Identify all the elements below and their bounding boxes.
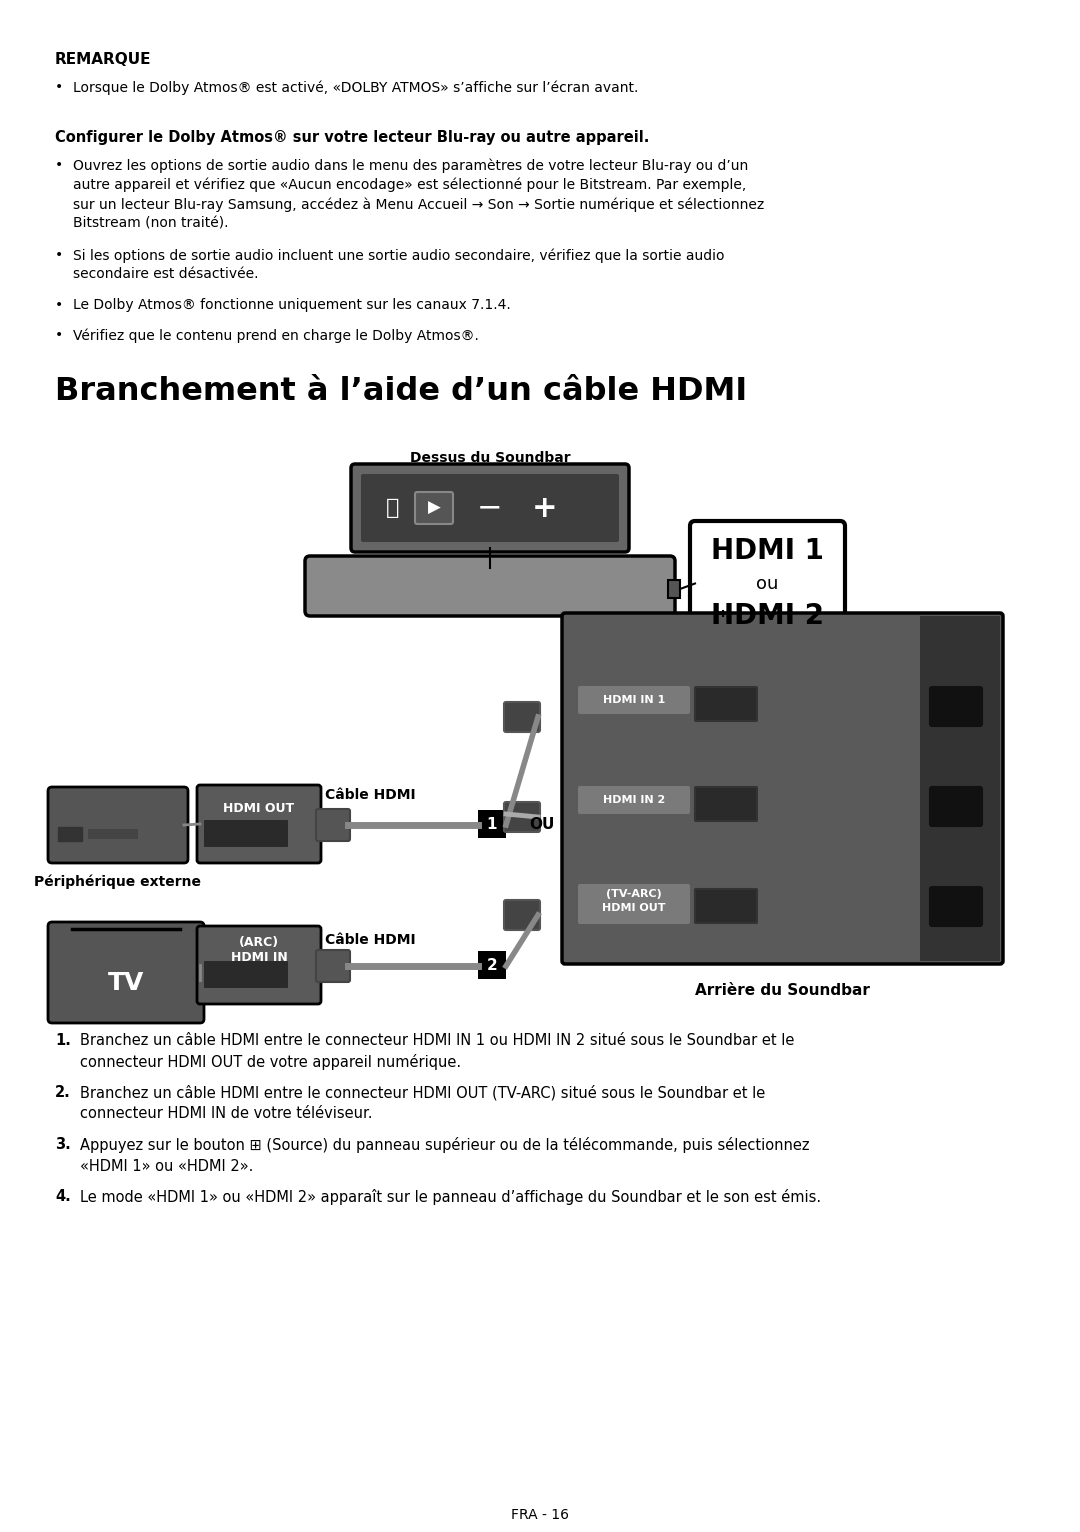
Text: +: + [532, 493, 557, 522]
Text: ▶: ▶ [428, 499, 441, 516]
FancyBboxPatch shape [930, 887, 982, 925]
FancyBboxPatch shape [478, 810, 507, 838]
Text: HDMI 1: HDMI 1 [711, 538, 824, 565]
FancyBboxPatch shape [48, 922, 204, 1023]
FancyBboxPatch shape [316, 950, 350, 982]
FancyBboxPatch shape [504, 702, 540, 732]
Text: Branchement à l’aide d’un câble HDMI: Branchement à l’aide d’un câble HDMI [55, 375, 747, 408]
Text: 3.: 3. [55, 1137, 71, 1152]
Text: Lorsque le Dolby Atmos® est activé, «DOLBY ATMOS» s’affiche sur l’écran avant.: Lorsque le Dolby Atmos® est activé, «DOL… [73, 80, 638, 95]
FancyBboxPatch shape [562, 613, 1003, 964]
Text: 4.: 4. [55, 1189, 71, 1204]
Text: •: • [55, 299, 64, 313]
Text: (ARC): (ARC) [239, 936, 279, 948]
FancyBboxPatch shape [204, 961, 288, 988]
Text: •: • [55, 328, 64, 342]
Text: 1: 1 [487, 817, 497, 832]
Text: −: − [477, 493, 503, 522]
Text: ou: ou [756, 574, 779, 593]
Bar [920, 616, 1000, 961]
Text: Le Dolby Atmos® fonctionne uniquement sur les canaux 7.1.4.: Le Dolby Atmos® fonctionne uniquement su… [73, 299, 511, 313]
Text: Câble HDMI: Câble HDMI [325, 787, 416, 801]
Text: Appuyez sur le bouton ⊞ (Source) du panneau supérieur ou de la télécommande, pui: Appuyez sur le bouton ⊞ (Source) du pann… [80, 1137, 810, 1174]
Text: OU: OU [529, 817, 555, 832]
FancyBboxPatch shape [197, 925, 321, 1003]
Text: •: • [55, 248, 64, 262]
FancyBboxPatch shape [204, 820, 288, 847]
Text: (TV-ARC): (TV-ARC) [606, 889, 662, 899]
FancyBboxPatch shape [197, 784, 321, 863]
FancyBboxPatch shape [696, 686, 757, 722]
Text: 2.: 2. [55, 1085, 71, 1100]
FancyBboxPatch shape [305, 556, 675, 616]
FancyBboxPatch shape [930, 787, 982, 826]
Text: HDMI OUT: HDMI OUT [603, 902, 665, 913]
Bar [58, 827, 82, 841]
FancyBboxPatch shape [930, 686, 982, 726]
FancyBboxPatch shape [351, 464, 629, 552]
Bar [669, 581, 680, 597]
Text: Périphérique externe: Périphérique externe [35, 873, 202, 889]
FancyBboxPatch shape [361, 473, 619, 542]
Text: FRA - 16: FRA - 16 [511, 1507, 569, 1521]
Text: Câble HDMI: Câble HDMI [325, 933, 416, 947]
Text: Configurer le Dolby Atmos® sur votre lecteur Blu-ray ou autre appareil.: Configurer le Dolby Atmos® sur votre lec… [55, 130, 649, 146]
Text: HDMI OUT: HDMI OUT [224, 801, 295, 815]
Text: HDMI IN: HDMI IN [231, 950, 287, 964]
FancyBboxPatch shape [316, 809, 350, 841]
Text: REMARQUE: REMARQUE [55, 52, 151, 67]
FancyBboxPatch shape [696, 787, 757, 821]
Text: Ouvrez les options de sortie audio dans le menu des paramètres de votre lecteur : Ouvrez les options de sortie audio dans … [73, 158, 765, 231]
Bar [87, 829, 138, 840]
Text: Dessus du Soundbar: Dessus du Soundbar [409, 450, 570, 466]
Text: Branchez un câble HDMI entre le connecteur HDMI OUT (TV-ARC) situé sous le Sound: Branchez un câble HDMI entre le connecte… [80, 1085, 766, 1121]
Text: •: • [55, 80, 64, 93]
Text: 1.: 1. [55, 1033, 71, 1048]
Text: HDMI IN 2: HDMI IN 2 [603, 795, 665, 804]
Text: Branchez un câble HDMI entre le connecteur HDMI IN 1 ou HDMI IN 2 situé sous le : Branchez un câble HDMI entre le connecte… [80, 1033, 795, 1071]
FancyBboxPatch shape [690, 521, 845, 647]
FancyBboxPatch shape [48, 787, 188, 863]
Text: •: • [55, 158, 64, 172]
Text: ⏻: ⏻ [387, 498, 400, 518]
Text: HDMI IN 1: HDMI IN 1 [603, 696, 665, 705]
FancyBboxPatch shape [578, 884, 690, 924]
FancyBboxPatch shape [696, 889, 757, 922]
FancyBboxPatch shape [578, 786, 690, 813]
Text: TV: TV [108, 971, 145, 994]
Text: 2: 2 [487, 958, 498, 973]
FancyBboxPatch shape [415, 492, 453, 524]
FancyBboxPatch shape [578, 686, 690, 714]
Text: HDMI 2: HDMI 2 [711, 602, 824, 630]
Text: Vérifiez que le contenu prend en charge le Dolby Atmos®.: Vérifiez que le contenu prend en charge … [73, 328, 478, 343]
FancyBboxPatch shape [478, 951, 507, 979]
Text: Le mode «HDMI 1» ou «HDMI 2» apparaît sur le panneau d’affichage du Soundbar et : Le mode «HDMI 1» ou «HDMI 2» apparaît su… [80, 1189, 821, 1206]
FancyBboxPatch shape [504, 899, 540, 930]
Text: Arrière du Soundbar: Arrière du Soundbar [696, 984, 869, 997]
Text: Si les options de sortie audio incluent une sortie audio secondaire, vérifiez qu: Si les options de sortie audio incluent … [73, 248, 725, 282]
FancyBboxPatch shape [504, 801, 540, 832]
